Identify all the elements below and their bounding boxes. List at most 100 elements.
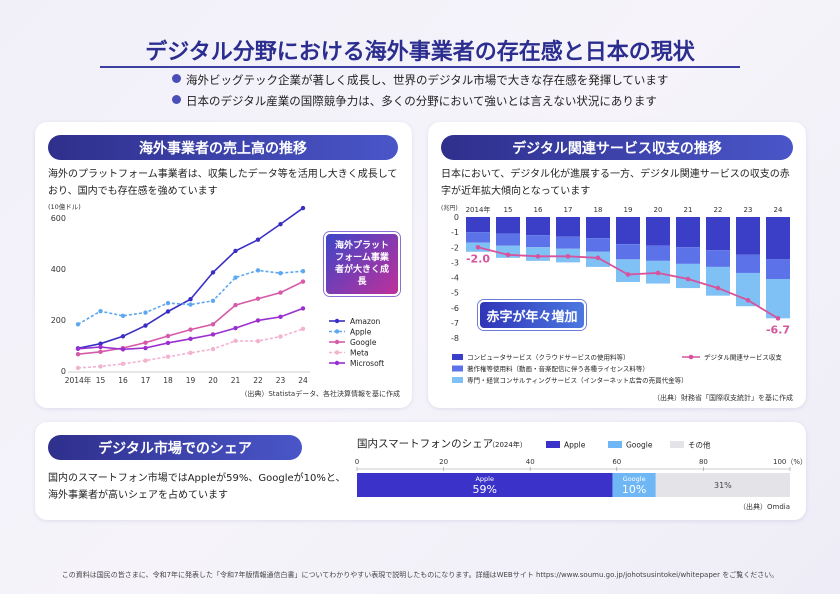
x-tick-label: 24 (774, 206, 783, 214)
bar-segment (496, 233, 520, 246)
point (143, 358, 148, 363)
y-axis-label: (10億ドル) (48, 202, 81, 211)
y-tick-label: 400 (51, 265, 66, 274)
segment-name: Apple (475, 475, 494, 483)
point (745, 297, 751, 303)
x-tick-label: 22 (714, 206, 723, 214)
source: （出典）Omdia (738, 503, 790, 511)
chart-subtitle: （2024年） (488, 440, 527, 449)
x-tick-label: 17 (141, 376, 151, 385)
bar-segment (616, 244, 640, 260)
y-tick-label: -5 (451, 289, 459, 298)
point (685, 276, 691, 282)
x-tick-label: 23 (744, 206, 753, 214)
point (98, 344, 103, 350)
point (278, 290, 283, 295)
legend-swatch (452, 377, 463, 383)
point (300, 279, 306, 284)
bar-segment (357, 473, 613, 497)
legend-swatch (670, 441, 684, 448)
y-tick-label: -1 (451, 228, 459, 237)
point (233, 325, 238, 331)
legend-label: Meta (350, 349, 369, 358)
data-label: 31% (714, 481, 732, 490)
point (75, 322, 81, 327)
point (165, 309, 171, 314)
point (233, 275, 238, 280)
description: 海外のプラットフォーム事業者は、収集したデータ等を活用し大きく成長しており、国内… (48, 169, 398, 197)
legend-swatch (334, 350, 340, 355)
bar-segment (556, 217, 580, 237)
y-tick-label: -7 (451, 319, 459, 328)
point (165, 340, 171, 346)
point (98, 364, 103, 369)
legend-label: Google (626, 441, 653, 450)
bar-segment (676, 247, 700, 264)
point (233, 338, 238, 344)
point (75, 365, 81, 371)
x-tick-label: 15 (96, 376, 106, 385)
section-title: デジタル市場でのシェア (48, 435, 302, 460)
point (278, 221, 283, 227)
source: （出典）Statistaデータ、各社決算情報を基に作成 (240, 390, 400, 398)
x-tick-label: 17 (564, 206, 573, 214)
point (278, 314, 283, 320)
bar-segment (556, 236, 580, 249)
legend-swatch (452, 365, 463, 372)
x-tick-label: 21 (231, 376, 241, 385)
point (255, 338, 261, 344)
data-label: -6.7 (766, 323, 790, 336)
bar-segment (736, 254, 760, 273)
point (210, 346, 216, 352)
point (565, 254, 571, 259)
data-label: -2.0 (466, 252, 490, 265)
y-tick-label: -6 (451, 304, 459, 313)
point (278, 334, 283, 339)
bar-segment (676, 217, 700, 248)
point (655, 270, 661, 276)
point (75, 346, 81, 351)
point (255, 318, 261, 323)
x-tick-label: 2014年 (65, 375, 92, 385)
bar-segment (616, 217, 640, 245)
point (300, 306, 306, 311)
point (120, 347, 126, 352)
bar-segment (766, 217, 790, 260)
x-tick-label: 16 (118, 376, 128, 385)
legend-swatch (334, 360, 340, 366)
point (188, 336, 193, 342)
point (188, 302, 193, 307)
point (300, 326, 306, 332)
bar-segment (612, 473, 656, 497)
point (475, 244, 481, 250)
segment-name: Google (623, 475, 646, 483)
x-tick-label: 16 (534, 206, 543, 214)
bar-segment (646, 217, 670, 246)
x-tick-label: 24 (298, 376, 308, 385)
legend-swatch (688, 354, 694, 360)
y-tick-label: -8 (451, 334, 459, 343)
bullet-dot (172, 95, 181, 104)
y-tick-label: -4 (451, 274, 459, 283)
bullet: 海外ビッグテック企業が著しく成長し、世界のデジタル市場で大きな存在感を発揮してい… (186, 73, 669, 87)
point (300, 268, 306, 274)
legend-label: 専門・経営コンサルティングサービス（インターネット広告の売買代金等） (467, 376, 688, 385)
x-tick-label: 60 (612, 458, 621, 466)
legend-swatch (334, 329, 340, 334)
legend-label: Amazon (350, 317, 381, 326)
point (120, 313, 126, 319)
y-tick-label: 0 (454, 213, 459, 222)
point (535, 254, 541, 259)
page-title: デジタル分野における海外事業者の存在感と日本の現状 (145, 40, 695, 65)
data-label: 10% (622, 483, 646, 496)
x-tick-label: 19 (186, 376, 196, 385)
description: 国内のスマートフォン市場ではAppleが59%、Googleが10%と、海外事業… (48, 473, 346, 501)
series-line (77, 328, 304, 369)
bar-segment (766, 259, 790, 280)
bar-segment (586, 238, 610, 252)
bar-segment (616, 259, 640, 283)
footer: この資料は国民の皆さまに、令和7年に発表した「令和7年版情報通信白書」についてわ… (61, 571, 779, 579)
bar-segment (766, 279, 790, 319)
bullet-dot (172, 74, 181, 83)
